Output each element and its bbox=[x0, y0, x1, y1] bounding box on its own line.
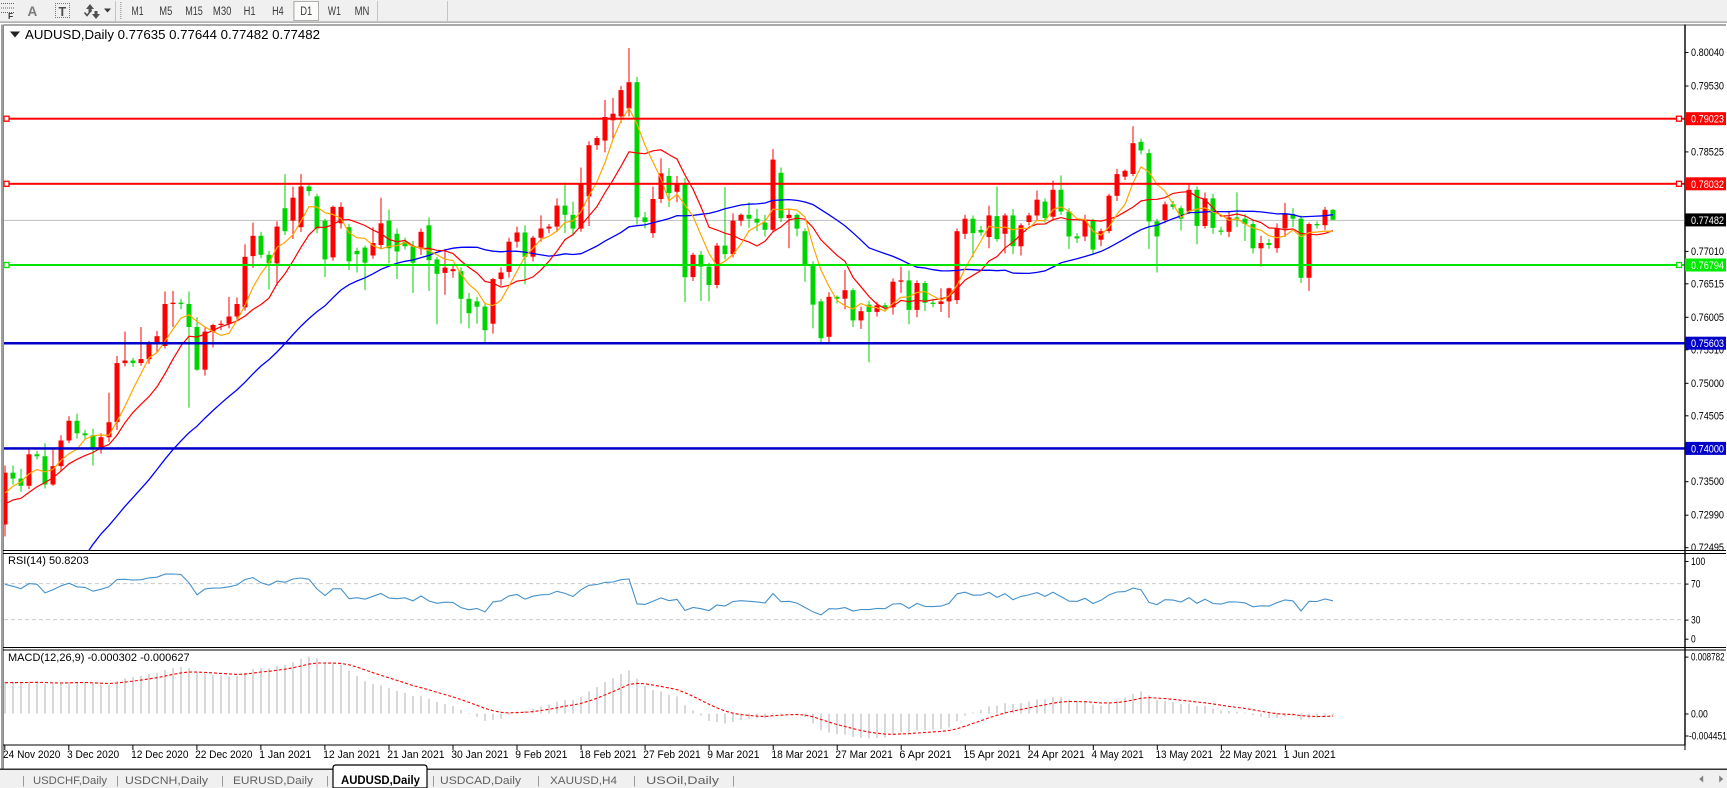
svg-text:M30: M30 bbox=[213, 6, 232, 18]
svg-text:22 Dec 2020: 22 Dec 2020 bbox=[195, 749, 252, 761]
svg-text:|: | bbox=[221, 775, 224, 787]
svg-text:A: A bbox=[28, 4, 38, 19]
svg-text:|: | bbox=[432, 775, 435, 787]
svg-text:F: F bbox=[8, 11, 13, 21]
svg-text:12 Dec 2020: 12 Dec 2020 bbox=[131, 749, 188, 761]
svg-text:AUDUSD,Daily: AUDUSD,Daily bbox=[341, 775, 421, 787]
svg-text:-0.004451: -0.004451 bbox=[1689, 731, 1727, 743]
svg-text:30: 30 bbox=[1691, 615, 1700, 627]
svg-text:24 Apr 2021: 24 Apr 2021 bbox=[1028, 749, 1085, 761]
svg-text:0.73500: 0.73500 bbox=[1691, 476, 1724, 488]
svg-text:USDCNH,Daily: USDCNH,Daily bbox=[125, 775, 209, 787]
svg-text:0.72990: 0.72990 bbox=[1691, 510, 1724, 522]
svg-text:|: | bbox=[537, 775, 540, 787]
svg-text:0: 0 bbox=[1691, 634, 1696, 646]
svg-text:12 Jan 2021: 12 Jan 2021 bbox=[323, 749, 380, 761]
svg-text:0.77010: 0.77010 bbox=[1691, 246, 1724, 258]
svg-text:H1: H1 bbox=[244, 6, 256, 18]
svg-text:EURUSD,Daily: EURUSD,Daily bbox=[233, 775, 314, 787]
svg-text:MN: MN bbox=[355, 6, 370, 18]
svg-text:0.79023: 0.79023 bbox=[1691, 114, 1724, 126]
svg-text:18 Feb 2021: 18 Feb 2021 bbox=[579, 749, 636, 761]
svg-text:MACD(12,26,9) -0.000302 -0.000: MACD(12,26,9) -0.000302 -0.000627 bbox=[8, 652, 190, 664]
svg-text:0.00: 0.00 bbox=[1691, 709, 1708, 721]
svg-text:|: | bbox=[326, 775, 329, 787]
svg-text:USDCAD,Daily: USDCAD,Daily bbox=[440, 775, 522, 787]
svg-text:27 Feb 2021: 27 Feb 2021 bbox=[643, 749, 700, 761]
svg-text:0.78032: 0.78032 bbox=[1691, 179, 1724, 191]
svg-text:0.76794: 0.76794 bbox=[1691, 260, 1724, 272]
svg-text:70: 70 bbox=[1691, 579, 1700, 591]
svg-text:|: | bbox=[22, 775, 25, 787]
svg-text:M15: M15 bbox=[185, 6, 203, 18]
svg-text:0.008782: 0.008782 bbox=[1691, 652, 1725, 664]
svg-text:0.76005: 0.76005 bbox=[1691, 312, 1724, 324]
svg-text:|: | bbox=[633, 775, 636, 787]
svg-text:|: | bbox=[116, 775, 119, 787]
svg-text:24 Nov 2020: 24 Nov 2020 bbox=[3, 749, 60, 761]
svg-text:18 Mar 2021: 18 Mar 2021 bbox=[771, 749, 828, 761]
svg-text:0.75603: 0.75603 bbox=[1691, 338, 1724, 350]
svg-text:0.75000: 0.75000 bbox=[1691, 378, 1724, 390]
svg-text:D1: D1 bbox=[300, 6, 312, 18]
svg-text:6 Apr 2021: 6 Apr 2021 bbox=[899, 749, 951, 761]
svg-text:T: T bbox=[59, 5, 67, 19]
svg-text:4 May 2021: 4 May 2021 bbox=[1092, 749, 1144, 761]
svg-text:AUDUSD,Daily 0.77635 0.77644: AUDUSD,Daily 0.77635 0.77644 0.77482 0.7… bbox=[25, 28, 320, 42]
svg-text:0.74505: 0.74505 bbox=[1691, 410, 1724, 422]
svg-text:22 May 2021: 22 May 2021 bbox=[1220, 749, 1277, 761]
svg-text:9 Mar 2021: 9 Mar 2021 bbox=[707, 749, 759, 761]
svg-text:0.77482: 0.77482 bbox=[1691, 215, 1724, 227]
svg-text:0.74000: 0.74000 bbox=[1691, 443, 1724, 455]
svg-text:0.78525: 0.78525 bbox=[1691, 146, 1724, 158]
svg-text:1 Jun 2021: 1 Jun 2021 bbox=[1284, 749, 1336, 761]
svg-text:100: 100 bbox=[1691, 556, 1705, 568]
svg-text:27 Mar 2021: 27 Mar 2021 bbox=[835, 749, 892, 761]
svg-text:W1: W1 bbox=[328, 6, 341, 18]
svg-text:3 Dec 2020: 3 Dec 2020 bbox=[67, 749, 119, 761]
svg-text:H4: H4 bbox=[272, 6, 284, 18]
svg-text:M1: M1 bbox=[132, 6, 144, 18]
svg-text:RSI(14) 50.8203: RSI(14) 50.8203 bbox=[8, 555, 89, 567]
svg-text:1 Jan 2021: 1 Jan 2021 bbox=[259, 749, 311, 761]
svg-text:USOil,Daily: USOil,Daily bbox=[646, 775, 720, 787]
svg-text:|: | bbox=[732, 775, 735, 787]
svg-text:0.80040: 0.80040 bbox=[1691, 47, 1724, 59]
svg-text:15 Apr 2021: 15 Apr 2021 bbox=[964, 749, 1021, 761]
svg-text:XAUUSD,H4: XAUUSD,H4 bbox=[550, 775, 617, 787]
svg-text:M5: M5 bbox=[159, 6, 172, 18]
svg-text:USDCHF,Daily: USDCHF,Daily bbox=[33, 775, 108, 787]
svg-text:9 Feb 2021: 9 Feb 2021 bbox=[515, 749, 567, 761]
svg-text:13 May 2021: 13 May 2021 bbox=[1156, 749, 1213, 761]
svg-text:21 Jan 2021: 21 Jan 2021 bbox=[387, 749, 444, 761]
svg-text:0.79530: 0.79530 bbox=[1691, 81, 1724, 93]
svg-text:30 Jan 2021: 30 Jan 2021 bbox=[451, 749, 508, 761]
svg-text:0.76515: 0.76515 bbox=[1691, 278, 1724, 290]
svg-text:0.72495: 0.72495 bbox=[1691, 542, 1724, 554]
